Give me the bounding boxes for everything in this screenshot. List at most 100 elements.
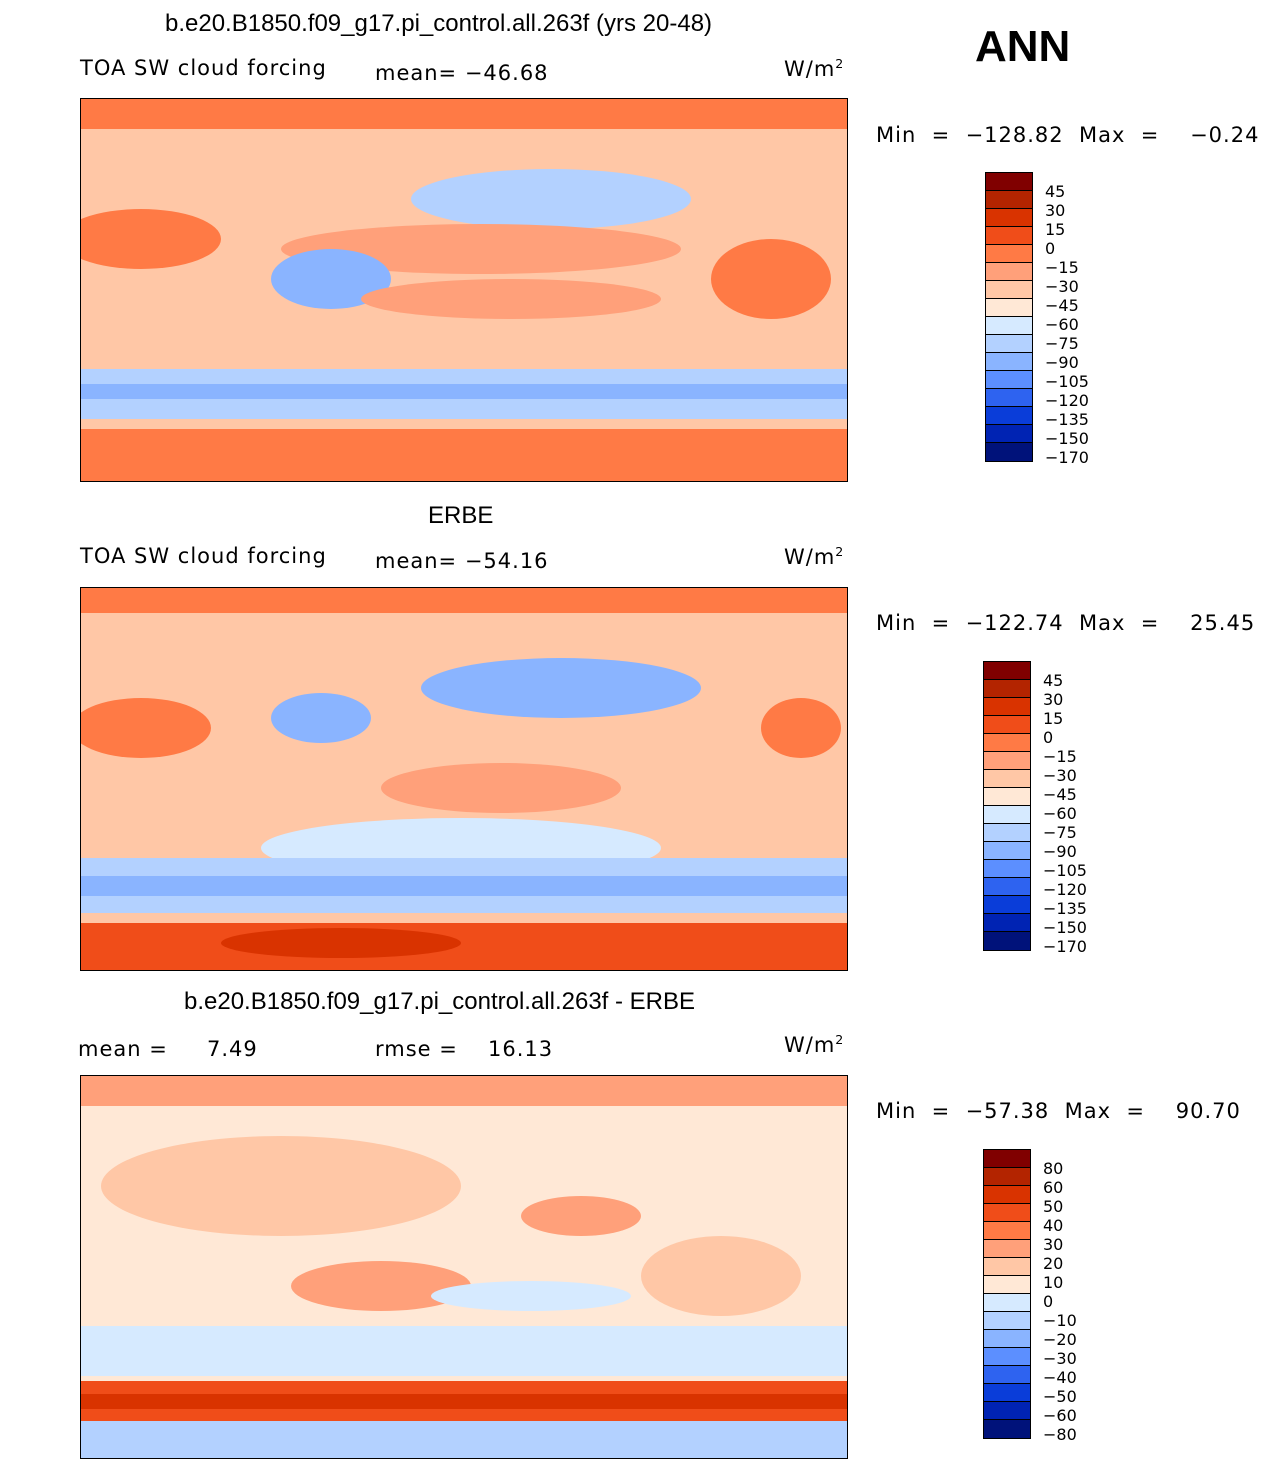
colorbar-swatch [984,1348,1030,1366]
panel1-title: b.e20.B1850.f09_g17.pi_control.all.263f … [165,10,713,37]
colorbar-swatch [986,407,1032,425]
colorbar-swatch [984,734,1030,752]
colorbar-tick-label: −30 [1043,766,1077,785]
panel1-minmax: Min = −128.82 Max = −0.24 [876,123,1260,147]
panel2-title: ERBE [428,502,494,529]
colorbar-swatch [984,716,1030,734]
colorbar-tick-label: 0 [1045,239,1056,258]
colorbar-tick-label: −105 [1043,861,1087,880]
colorbar-swatch [984,1240,1030,1258]
colorbar-swatch [984,1186,1030,1204]
colorbar-tick-label: −40 [1043,1368,1077,1387]
colorbar-tick-label: −80 [1043,1425,1077,1444]
season-label: ANN [975,22,1071,71]
colorbar-tick-label: −20 [1043,1330,1077,1349]
colorbar-tick-label: 45 [1045,182,1066,201]
panel1-colorbar [985,172,1033,462]
colorbar-tick-label: −150 [1045,429,1089,448]
panel3-title: b.e20.B1850.f09_g17.pi_control.all.263f … [184,988,696,1015]
panel3-colorbar-labels: 80 60 50 40 30 20 10 0 −10 −20 −30 −40 −… [1043,1159,1077,1444]
panel1-colorbar-labels: 45 30 15 0 −15 −30 −45 −60 −75 −90 −105 … [1045,182,1089,467]
colorbar-swatch [986,371,1032,389]
colorbar-tick-label: 60 [1043,1178,1064,1197]
colorbar-swatch [984,1384,1030,1402]
colorbar-tick-label: −75 [1045,334,1079,353]
panel2-colorbar-labels: 45 30 15 0 −15 −30 −45 −60 −75 −90 −105 … [1043,671,1087,956]
panel2-mean-label: mean= −54.16 [375,549,549,573]
colorbar-swatch [986,281,1032,299]
colorbar-tick-label: −60 [1043,1406,1077,1425]
colorbar-swatch [986,263,1032,281]
colorbar-swatch [986,353,1032,371]
colorbar-swatch [984,1276,1030,1294]
colorbar-tick-label: −90 [1045,353,1079,372]
colorbar-swatch [986,209,1032,227]
panel2-map-field [81,588,847,970]
colorbar-tick-label: −30 [1045,277,1079,296]
colorbar-tick-label: −120 [1045,391,1089,410]
colorbar-swatch [984,1312,1030,1330]
colorbar-swatch [984,1294,1030,1312]
colorbar-tick-label: −150 [1043,918,1087,937]
colorbar-tick-label: 15 [1045,220,1066,239]
colorbar-tick-label: −135 [1045,410,1089,429]
colorbar-tick-label: −45 [1043,785,1077,804]
colorbar-tick-label: 50 [1043,1197,1064,1216]
colorbar-swatch [984,770,1030,788]
panel3-map-field [81,1076,847,1458]
panel3-minmax: Min = −57.38 Max = 90.70 [876,1099,1241,1123]
colorbar-swatch [984,1366,1030,1384]
colorbar-swatch [984,1402,1030,1420]
colorbar-swatch [984,1222,1030,1240]
colorbar-tick-label: −15 [1043,747,1077,766]
colorbar-swatch [984,896,1030,914]
colorbar-tick-label: −30 [1043,1349,1077,1368]
panel1-map-field [81,99,847,481]
colorbar-tick-label: −50 [1043,1387,1077,1406]
panel3-rmse-label: rmse = [375,1037,458,1061]
colorbar-swatch [984,914,1030,932]
panel2-colorbar [983,661,1031,951]
colorbar-swatch [984,698,1030,716]
colorbar-tick-label: 0 [1043,1292,1054,1311]
colorbar-tick-label: −60 [1045,315,1079,334]
colorbar-tick-label: −45 [1045,296,1079,315]
colorbar-swatch [984,824,1030,842]
colorbar-tick-label: −105 [1045,372,1089,391]
colorbar-tick-label: 10 [1043,1273,1064,1292]
colorbar-tick-label: −10 [1043,1311,1077,1330]
colorbar-tick-label: −170 [1043,937,1087,956]
colorbar-swatch [984,842,1030,860]
colorbar-tick-label: −75 [1043,823,1077,842]
colorbar-swatch [984,1330,1030,1348]
colorbar-tick-label: 0 [1043,728,1054,747]
colorbar-swatch [986,299,1032,317]
panel2-map [80,587,848,971]
colorbar-swatch [984,878,1030,896]
colorbar-tick-label: 30 [1045,201,1066,220]
panel1-mean-label: mean= −46.68 [375,61,549,85]
colorbar-swatch [984,806,1030,824]
colorbar-swatch [984,1204,1030,1222]
panel3-map [80,1075,848,1459]
colorbar-swatch [986,443,1032,461]
colorbar-tick-label: 40 [1043,1216,1064,1235]
panel3-mean-value: 7.49 [207,1037,258,1061]
panel1-map [80,98,848,482]
colorbar-swatch [984,1168,1030,1186]
colorbar-tick-label: −120 [1043,880,1087,899]
colorbar-swatch [984,932,1030,950]
colorbar-tick-label: 80 [1043,1159,1064,1178]
colorbar-swatch [984,1150,1030,1168]
colorbar-tick-label: −135 [1043,899,1087,918]
colorbar-swatch [986,335,1032,353]
colorbar-tick-label: −170 [1045,448,1089,467]
colorbar-swatch [986,245,1032,263]
colorbar-swatch [986,191,1032,209]
colorbar-tick-label: −90 [1043,842,1077,861]
colorbar-swatch [984,752,1030,770]
panel3-colorbar [983,1149,1031,1439]
colorbar-tick-label: 45 [1043,671,1064,690]
colorbar-swatch [984,860,1030,878]
panel3-units: W/m2 [784,1032,845,1057]
